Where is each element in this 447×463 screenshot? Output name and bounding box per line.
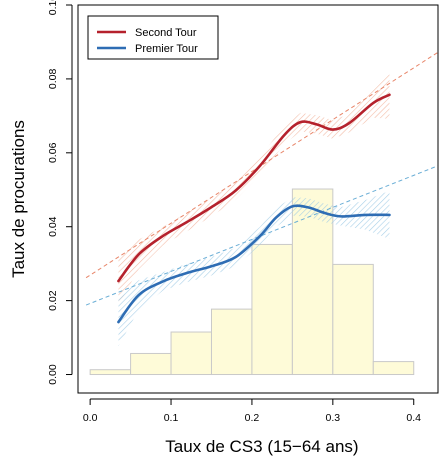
y-tick-label: 0.06 — [47, 142, 59, 163]
x-tick-label: 0.1 — [164, 412, 179, 424]
y-axis: 0.00 0.02 0.04 0.06 0.08 0.10 — [47, 0, 73, 385]
histogram-bar — [210, 308, 253, 376]
series-line — [117, 93, 391, 283]
histogram-bar — [89, 369, 132, 376]
x-tick-label: 0.2 — [245, 412, 260, 424]
histogram — [89, 188, 415, 376]
histogram-bar — [332, 263, 374, 376]
histogram-bar — [130, 352, 172, 376]
x-axis: 0.0 0.1 0.2 0.3 0.4 — [83, 398, 421, 424]
x-tick-label: 0.3 — [326, 412, 341, 424]
y-tick-label: 0.00 — [47, 364, 59, 385]
histogram-bar — [170, 331, 212, 376]
x-tick-label: 0.0 — [83, 412, 98, 424]
histogram-bar — [251, 243, 293, 376]
histogram-bar — [372, 361, 415, 376]
confidence-band — [118, 70, 390, 306]
legend-label: Second Tour — [135, 27, 197, 39]
y-tick-label: 0.08 — [47, 69, 59, 90]
legend-box — [87, 15, 219, 60]
confidence-band — [118, 190, 390, 347]
x-tick-label: 0.4 — [406, 412, 421, 424]
series-lines — [117, 93, 391, 324]
y-tick-label: 0.10 — [47, 0, 59, 15]
legend-label: Premier Tour — [135, 43, 198, 55]
y-tick-label: 0.04 — [47, 216, 59, 237]
y-tick-label: 0.02 — [47, 290, 59, 311]
x-axis-title: Taux de CS3 (15−64 ans) — [165, 437, 358, 456]
y-axis-title: Taux de procurations — [9, 120, 28, 278]
series-line — [117, 204, 391, 324]
confidence-bands — [118, 70, 390, 347]
legend: Second Tour Premier Tour — [87, 15, 219, 60]
plot-frame — [77, 4, 439, 394]
